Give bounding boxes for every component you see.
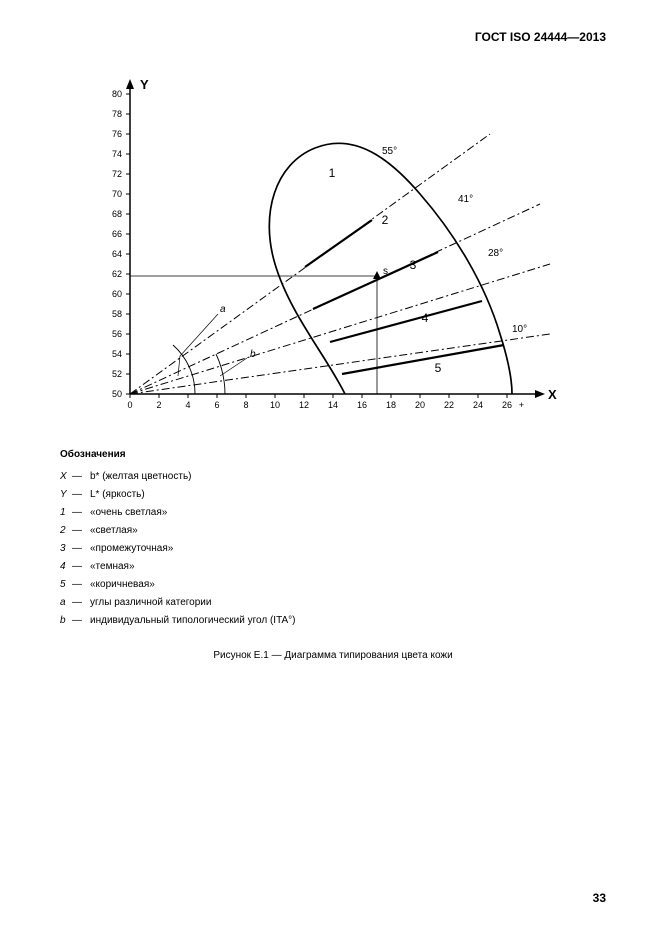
svg-text:3: 3 — [410, 258, 417, 272]
svg-text:b: b — [250, 349, 256, 360]
skin-color-diagram: 50525456586062646668707274767880Y0246810… — [80, 74, 560, 429]
legend-item: 5 — «коричневая» — [60, 576, 606, 594]
svg-text:78: 78 — [112, 109, 122, 119]
svg-text:62: 62 — [112, 269, 122, 279]
figure-caption: Рисунок Е.1 — Диаграмма типирования цвет… — [60, 650, 606, 661]
svg-text:64: 64 — [112, 249, 122, 259]
svg-text:8: 8 — [243, 400, 248, 410]
svg-text:50: 50 — [112, 389, 122, 399]
svg-text:41°: 41° — [458, 194, 473, 205]
svg-text:16: 16 — [357, 400, 367, 410]
svg-text:24: 24 — [473, 400, 483, 410]
svg-text:Y: Y — [140, 77, 149, 92]
legend-list: X — b* (желтая цветность)Y — L* (яркость… — [60, 468, 606, 630]
svg-text:74: 74 — [112, 149, 122, 159]
svg-text:2: 2 — [382, 213, 389, 227]
svg-text:10°: 10° — [512, 324, 527, 335]
legend-title: Обозначения — [60, 449, 606, 460]
doc-header: ГОСТ ISO 24444—2013 — [60, 30, 606, 44]
svg-text:26: 26 — [502, 400, 512, 410]
svg-text:20: 20 — [415, 400, 425, 410]
legend-item: 4 — «темная» — [60, 558, 606, 576]
page-number: 33 — [593, 891, 606, 905]
svg-text:68: 68 — [112, 209, 122, 219]
svg-text:1: 1 — [329, 166, 336, 180]
svg-text:+: + — [519, 400, 524, 410]
svg-text:54: 54 — [112, 349, 122, 359]
svg-text:52: 52 — [112, 369, 122, 379]
chart-container: 50525456586062646668707274767880Y0246810… — [80, 74, 606, 434]
svg-text:58: 58 — [112, 309, 122, 319]
svg-text:22: 22 — [444, 400, 454, 410]
svg-text:4: 4 — [185, 400, 190, 410]
legend-item: 3 — «промежуточная» — [60, 540, 606, 558]
legend-item: b — индивидуальный типологический угол (… — [60, 612, 606, 630]
svg-text:56: 56 — [112, 329, 122, 339]
svg-text:X: X — [548, 387, 557, 402]
svg-text:2: 2 — [156, 400, 161, 410]
svg-text:60: 60 — [112, 289, 122, 299]
svg-text:18: 18 — [386, 400, 396, 410]
svg-text:70: 70 — [112, 189, 122, 199]
svg-text:4: 4 — [422, 311, 429, 325]
svg-text:12: 12 — [299, 400, 309, 410]
legend-item: 2 — «светлая» — [60, 522, 606, 540]
legend-item: X — b* (желтая цветность) — [60, 468, 606, 486]
svg-text:66: 66 — [112, 229, 122, 239]
svg-text:5: 5 — [435, 361, 442, 375]
svg-text:10: 10 — [270, 400, 280, 410]
svg-text:76: 76 — [112, 129, 122, 139]
svg-text:s: s — [383, 266, 388, 277]
svg-text:55°: 55° — [382, 146, 397, 157]
legend-item: 1 — «очень светлая» — [60, 504, 606, 522]
svg-text:a: a — [220, 304, 226, 315]
svg-text:0: 0 — [127, 400, 132, 410]
svg-text:6: 6 — [214, 400, 219, 410]
legend-item: a — углы различной категории — [60, 594, 606, 612]
svg-text:80: 80 — [112, 89, 122, 99]
svg-text:14: 14 — [328, 400, 338, 410]
svg-text:28°: 28° — [488, 248, 503, 259]
legend-item: Y — L* (яркость) — [60, 486, 606, 504]
svg-text:72: 72 — [112, 169, 122, 179]
